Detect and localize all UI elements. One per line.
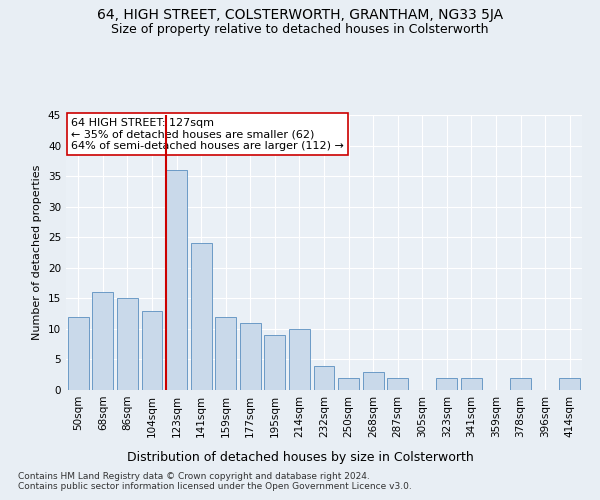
Bar <box>559 378 580 390</box>
Bar <box>436 378 457 390</box>
Bar <box>68 316 89 390</box>
Bar <box>166 170 187 390</box>
Bar <box>215 316 236 390</box>
Bar <box>510 378 531 390</box>
Text: 64 HIGH STREET: 127sqm
← 35% of detached houses are smaller (62)
64% of semi-det: 64 HIGH STREET: 127sqm ← 35% of detached… <box>71 118 344 151</box>
Bar <box>92 292 113 390</box>
Bar <box>314 366 334 390</box>
Text: Distribution of detached houses by size in Colsterworth: Distribution of detached houses by size … <box>127 451 473 464</box>
Text: Size of property relative to detached houses in Colsterworth: Size of property relative to detached ho… <box>111 22 489 36</box>
Y-axis label: Number of detached properties: Number of detached properties <box>32 165 43 340</box>
Bar <box>387 378 408 390</box>
Bar <box>461 378 482 390</box>
Bar <box>362 372 383 390</box>
Bar <box>142 310 163 390</box>
Bar <box>240 323 261 390</box>
Bar <box>191 244 212 390</box>
Text: Contains HM Land Registry data © Crown copyright and database right 2024.: Contains HM Land Registry data © Crown c… <box>18 472 370 481</box>
Bar <box>338 378 359 390</box>
Bar <box>117 298 138 390</box>
Bar <box>265 335 286 390</box>
Bar <box>289 329 310 390</box>
Text: 64, HIGH STREET, COLSTERWORTH, GRANTHAM, NG33 5JA: 64, HIGH STREET, COLSTERWORTH, GRANTHAM,… <box>97 8 503 22</box>
Text: Contains public sector information licensed under the Open Government Licence v3: Contains public sector information licen… <box>18 482 412 491</box>
